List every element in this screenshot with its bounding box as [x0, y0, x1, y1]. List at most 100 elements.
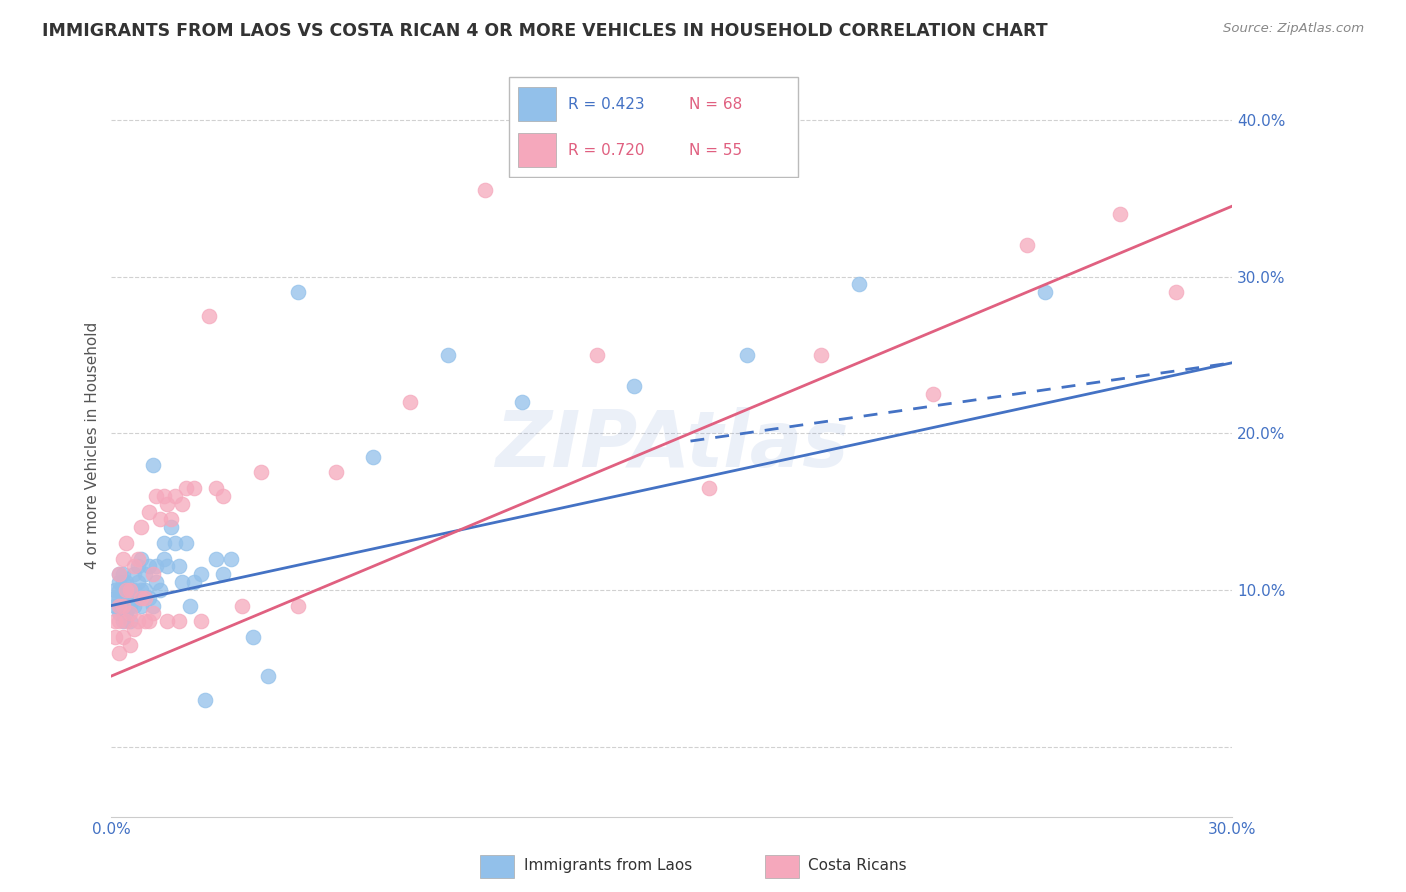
Point: [172, 575, 194, 590]
Point: [129, 591, 152, 605]
Point: [436, 348, 458, 362]
Text: ZIPAtlas: ZIPAtlas: [495, 407, 849, 483]
Point: [512, 395, 534, 409]
Point: [129, 582, 152, 597]
Point: [108, 599, 131, 613]
Point: [111, 599, 134, 613]
Point: [115, 607, 138, 621]
Point: [120, 599, 142, 613]
Point: [120, 638, 142, 652]
Point: [163, 536, 186, 550]
Point: [122, 582, 145, 597]
Bar: [517, 87, 557, 121]
Point: [134, 591, 156, 605]
Point: [104, 614, 127, 628]
Point: [250, 466, 273, 480]
Point: [735, 348, 758, 362]
Text: N = 55: N = 55: [689, 143, 742, 158]
Point: [257, 669, 280, 683]
Point: [152, 489, 174, 503]
Point: [1035, 285, 1057, 300]
Point: [104, 630, 127, 644]
Point: [219, 551, 242, 566]
Point: [141, 458, 163, 472]
Point: [212, 567, 235, 582]
Point: [474, 184, 496, 198]
Point: [167, 614, 190, 628]
Point: [129, 551, 152, 566]
Point: [145, 559, 167, 574]
Point: [138, 614, 160, 628]
Point: [697, 481, 720, 495]
Point: [122, 622, 145, 636]
Point: [108, 582, 131, 597]
Point: [115, 614, 138, 628]
Point: [108, 646, 131, 660]
Point: [325, 466, 347, 480]
Point: [848, 277, 870, 292]
Point: [108, 591, 131, 605]
Point: [156, 559, 179, 574]
Point: [134, 567, 156, 582]
Point: [120, 607, 142, 621]
Point: [127, 559, 149, 574]
Point: [120, 582, 142, 597]
Bar: [481, 855, 515, 878]
Point: [163, 489, 186, 503]
Point: [111, 591, 134, 605]
Point: [231, 599, 253, 613]
Point: [129, 520, 152, 534]
Point: [1015, 238, 1038, 252]
Point: [108, 614, 131, 628]
Point: [111, 551, 134, 566]
Point: [149, 582, 172, 597]
Point: [197, 309, 219, 323]
Point: [127, 575, 149, 590]
Point: [104, 582, 127, 597]
Point: [156, 497, 179, 511]
Point: [242, 630, 264, 644]
Point: [127, 591, 149, 605]
Point: [115, 582, 138, 597]
Text: R = 0.423: R = 0.423: [568, 96, 645, 112]
Point: [115, 582, 138, 597]
Point: [111, 567, 134, 582]
Point: [104, 591, 127, 605]
Point: [122, 559, 145, 574]
Point: [145, 489, 167, 503]
Point: [174, 536, 197, 550]
Point: [141, 599, 163, 613]
Point: [115, 575, 138, 590]
Point: [138, 504, 160, 518]
Point: [810, 348, 832, 362]
Point: [145, 575, 167, 590]
Point: [194, 692, 217, 706]
Point: [190, 567, 212, 582]
Point: [183, 575, 205, 590]
Text: Costa Ricans: Costa Ricans: [808, 858, 907, 872]
Point: [156, 614, 179, 628]
Point: [138, 591, 160, 605]
Point: [922, 387, 945, 401]
Point: [111, 599, 134, 613]
Text: R = 0.720: R = 0.720: [568, 143, 645, 158]
Point: [108, 575, 131, 590]
Point: [115, 591, 138, 605]
Point: [127, 614, 149, 628]
Point: [111, 630, 134, 644]
Point: [399, 395, 422, 409]
Point: [111, 614, 134, 628]
Point: [172, 497, 194, 511]
Point: [174, 481, 197, 495]
Point: [160, 512, 183, 526]
Point: [111, 575, 134, 590]
Point: [152, 536, 174, 550]
Point: [122, 567, 145, 582]
Point: [108, 607, 131, 621]
Point: [111, 582, 134, 597]
Point: [586, 348, 609, 362]
Point: [623, 379, 645, 393]
Point: [190, 614, 212, 628]
Point: [120, 614, 142, 628]
Y-axis label: 4 or more Vehicles in Household: 4 or more Vehicles in Household: [86, 321, 100, 568]
